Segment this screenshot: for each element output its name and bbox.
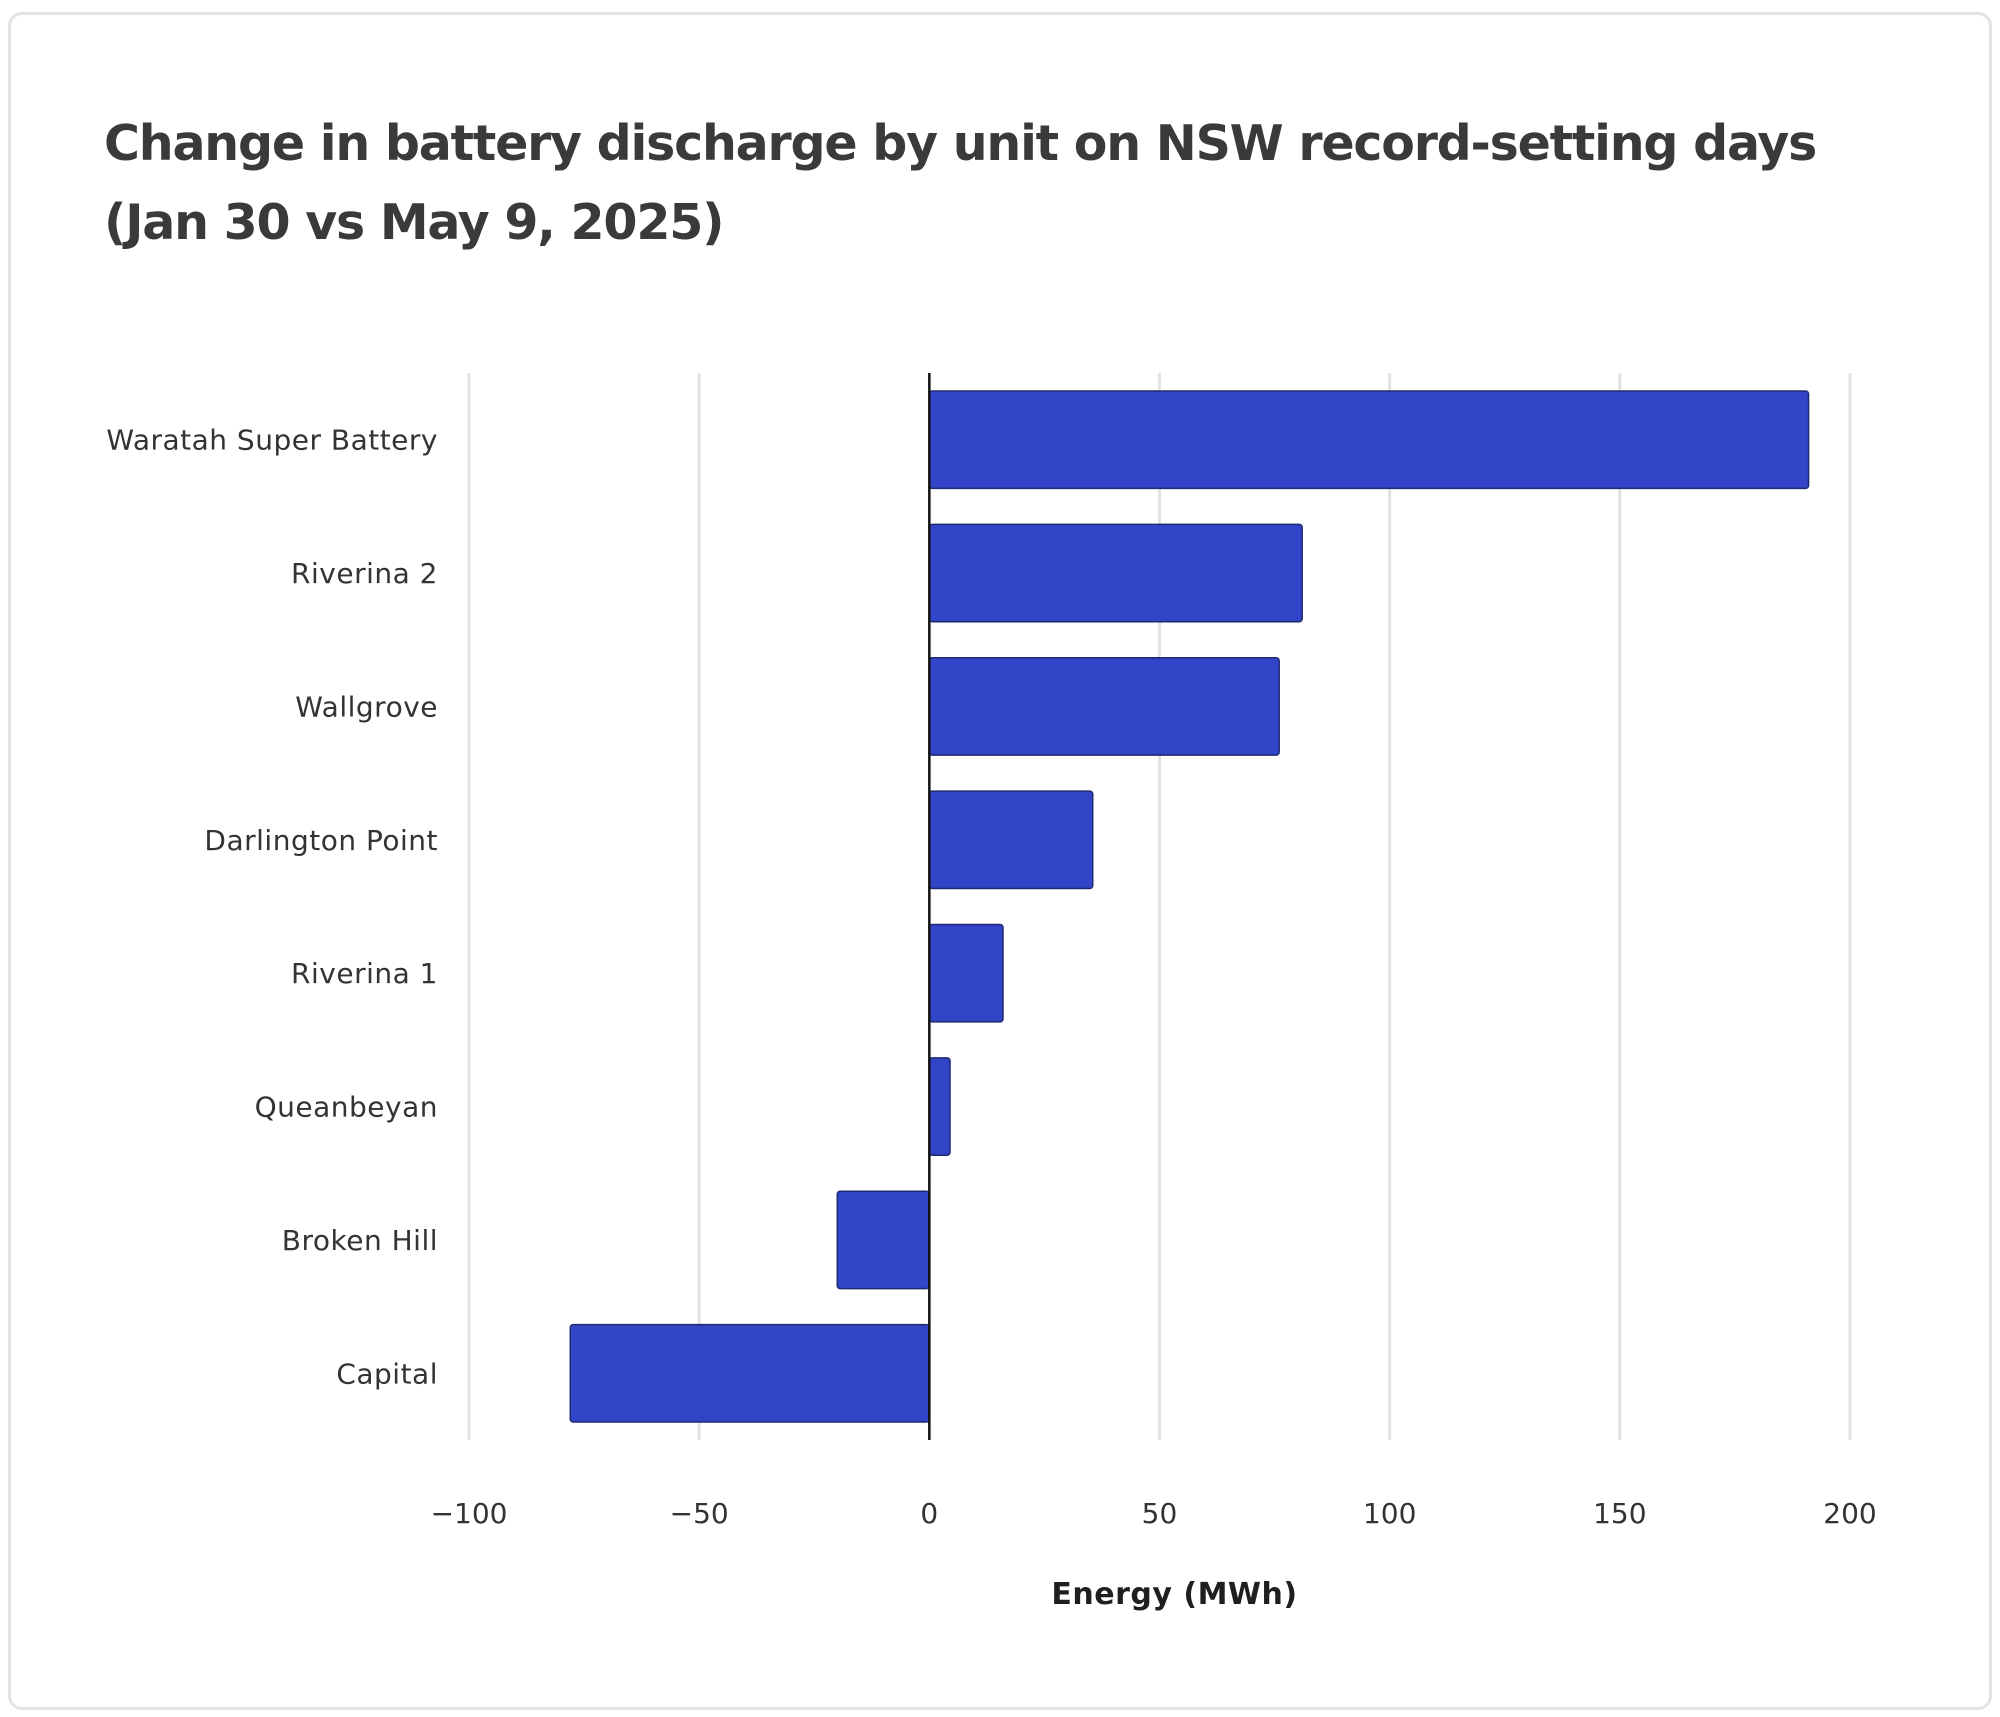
bar-wallgrove — [928, 657, 1280, 756]
x-tick-label: −100 — [431, 1497, 508, 1530]
category-labels: Waratah Super Battery Riverina 2 Wallgrove… — [106, 424, 438, 1391]
x-tick-label: 200 — [1823, 1497, 1876, 1530]
bar-capital — [569, 1323, 931, 1423]
category-label: Queanbeyan — [255, 1091, 438, 1124]
x-tick-label: −50 — [670, 1497, 729, 1530]
chart-title: Change in battery discharge by unit on N… — [104, 115, 1817, 251]
x-axis-title: Energy (MWh) — [1051, 1577, 1297, 1612]
bars — [569, 390, 1810, 1423]
category-label: Wallgrove — [295, 690, 438, 723]
tick-labels: −100 −50 0 50 100 150 200 — [431, 1497, 1877, 1530]
category-label: Capital — [336, 1357, 438, 1390]
category-label: Broken Hill — [282, 1224, 438, 1257]
x-tick-label: 0 — [920, 1497, 938, 1530]
x-tick-label: 100 — [1363, 1497, 1416, 1530]
bar-queanbeyan — [928, 1057, 951, 1156]
bar-riverina-2 — [928, 523, 1303, 623]
x-tick-label: 50 — [1142, 1497, 1178, 1530]
category-label: Darlington Point — [204, 824, 438, 857]
category-label: Riverina 2 — [291, 557, 438, 590]
category-label: Riverina 1 — [291, 957, 438, 990]
bar-darlington-point — [928, 790, 1094, 890]
bar-waratah-super-battery — [928, 390, 1810, 490]
bar-broken-hill — [836, 1190, 931, 1290]
bar-riverina-1 — [928, 923, 1004, 1023]
x-tick-label: 150 — [1593, 1497, 1646, 1530]
category-label: Waratah Super Battery — [106, 424, 438, 457]
